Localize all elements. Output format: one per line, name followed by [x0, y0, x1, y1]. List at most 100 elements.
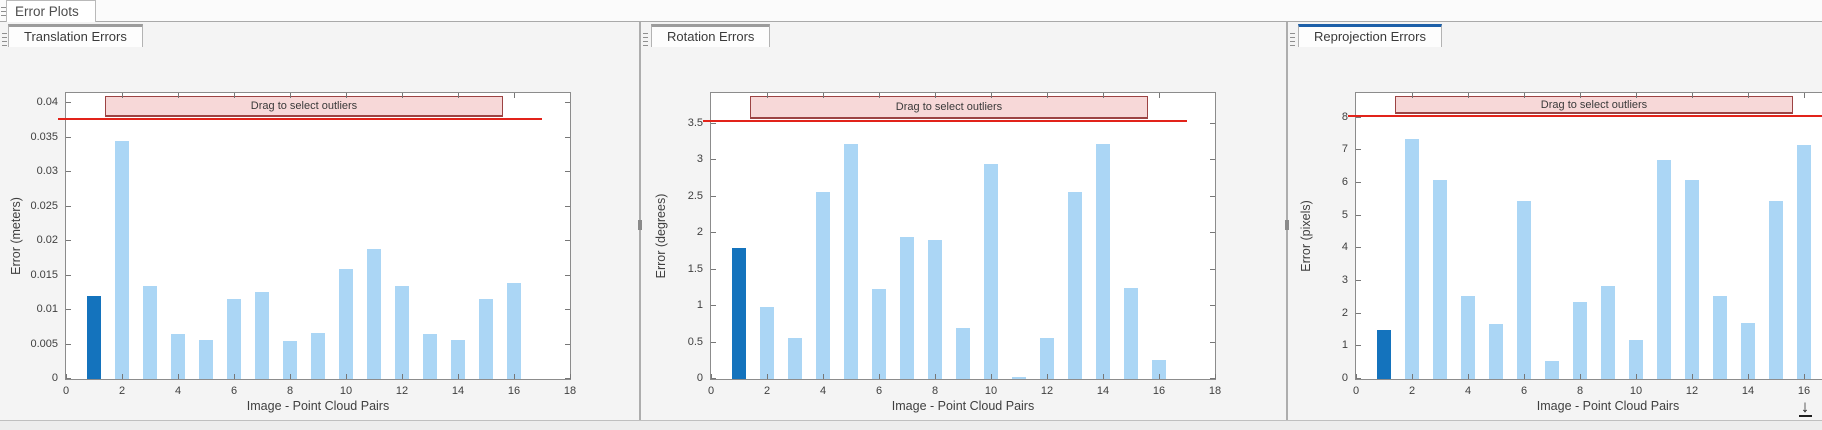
bar-pair-16[interactable] [507, 283, 521, 379]
x-tick-mark-top [514, 93, 515, 98]
outlier-threshold-line[interactable] [1348, 115, 1822, 117]
panel-grip-icon[interactable] [1, 30, 8, 46]
x-tick-mark-top [1804, 93, 1805, 98]
bar-pair-9[interactable] [1601, 286, 1615, 379]
y-tick-mark-right [1210, 378, 1215, 379]
y-tick-mark [66, 206, 71, 207]
bar-pair-13[interactable] [1713, 296, 1727, 379]
bar-pair-8[interactable] [1573, 302, 1587, 379]
outlier-threshold-line[interactable] [703, 120, 1187, 122]
x-tick-mark-top [458, 93, 459, 98]
selected-bar-pair-1[interactable] [1377, 330, 1391, 379]
y-tick-mark [711, 342, 716, 343]
y-tick-label: 2 [696, 226, 703, 238]
bar-pair-8[interactable] [928, 240, 942, 379]
bar-pair-14[interactable] [451, 340, 465, 379]
bar-pair-2[interactable] [1405, 139, 1419, 379]
bar-pair-9[interactable] [311, 333, 325, 379]
drag-grip-icon[interactable] [0, 4, 7, 16]
x-tick-mark [1580, 374, 1581, 379]
bar-pair-6[interactable] [227, 299, 241, 379]
x-tick-mark-top [402, 93, 403, 98]
y-tick-mark-right [565, 171, 570, 172]
x-tick-label: 12 [1685, 385, 1699, 397]
x-tick-mark-top [1159, 93, 1160, 98]
bar-pair-3[interactable] [143, 286, 157, 379]
panel-divider[interactable] [638, 22, 642, 420]
export-download-icon[interactable]: ↓ [1792, 398, 1818, 421]
divider-grip[interactable] [1285, 220, 1289, 230]
y-tick-label: 6 [1341, 176, 1348, 188]
bar-pair-5[interactable] [199, 340, 213, 379]
bar-pair-15[interactable] [479, 299, 493, 379]
bar-pair-10[interactable] [984, 164, 998, 379]
y-tick-label: 0.005 [30, 338, 58, 350]
bar-pair-4[interactable] [816, 192, 830, 379]
selected-bar-pair-1[interactable] [732, 248, 746, 379]
bar-pair-2[interactable] [760, 307, 774, 379]
y-tick-mark [711, 123, 716, 124]
x-tick-mark-top [1468, 93, 1469, 98]
bar-pair-12[interactable] [1040, 338, 1054, 379]
figure-tab-rotation-errors[interactable]: Rotation Errors [651, 24, 771, 47]
bar-pair-10[interactable] [339, 269, 353, 379]
x-tick-mark [1159, 374, 1160, 379]
bar-pair-10[interactable] [1629, 340, 1643, 379]
bar-pair-13[interactable] [423, 334, 437, 379]
bar-pair-13[interactable] [1068, 192, 1082, 379]
outlier-drag-band[interactable]: Drag to select outliers [1395, 96, 1793, 114]
x-tick-label: 14 [1096, 385, 1110, 397]
panel-grip-icon[interactable] [642, 30, 649, 46]
x-tick-mark [290, 374, 291, 379]
bar-pair-11[interactable] [367, 249, 381, 379]
y-tick-mark-right [1210, 196, 1215, 197]
panel-grip-icon[interactable] [1289, 30, 1296, 46]
bar-pair-8[interactable] [283, 341, 297, 379]
outlier-threshold-line[interactable] [58, 118, 542, 120]
bar-pair-5[interactable] [1489, 324, 1503, 379]
bar-pair-7[interactable] [1545, 361, 1559, 379]
bar-pair-4[interactable] [1461, 296, 1475, 379]
bar-pair-7[interactable] [255, 292, 269, 379]
outlier-drag-band[interactable]: Drag to select outliers [105, 96, 503, 117]
x-tick-label: 12 [1040, 385, 1054, 397]
y-tick-label: 0 [1341, 372, 1348, 384]
x-tick-mark-top [767, 93, 768, 98]
y-tick-mark-right [565, 378, 570, 379]
bar-pair-5[interactable] [844, 144, 858, 379]
bar-pair-7[interactable] [900, 237, 914, 379]
bar-pair-3[interactable] [788, 338, 802, 379]
y-axis-label: Error (meters) [9, 197, 23, 275]
bar-pair-16[interactable] [1797, 145, 1811, 379]
x-tick-label: 14 [1741, 385, 1755, 397]
bar-pair-15[interactable] [1124, 288, 1138, 379]
divider-grip[interactable] [638, 220, 642, 230]
selected-bar-pair-1[interactable] [87, 296, 101, 379]
bar-pair-12[interactable] [1685, 180, 1699, 379]
y-tick-label: 5 [1341, 209, 1348, 221]
bar-pair-16[interactable] [1152, 360, 1166, 379]
outlier-drag-band[interactable]: Drag to select outliers [750, 96, 1148, 119]
panel-divider[interactable] [1285, 22, 1289, 420]
bar-pair-4[interactable] [171, 334, 185, 379]
bar-pair-3[interactable] [1433, 180, 1447, 379]
y-tick-mark [711, 269, 716, 270]
bar-pair-11[interactable] [1012, 377, 1026, 379]
bar-pair-9[interactable] [956, 328, 970, 379]
bar-pair-14[interactable] [1741, 323, 1755, 379]
bar-pair-6[interactable] [1517, 201, 1531, 379]
x-tick-label: 4 [174, 385, 182, 397]
bar-pair-14[interactable] [1096, 144, 1110, 379]
bar-pair-6[interactable] [872, 289, 886, 379]
figure-tab-reprojection-errors[interactable]: Reprojection Errors [1298, 24, 1442, 47]
bar-pair-15[interactable] [1769, 201, 1783, 379]
bar-pair-12[interactable] [395, 286, 409, 379]
bar-pair-11[interactable] [1657, 160, 1671, 379]
y-tick-mark-right [565, 137, 570, 138]
tab-error-plots[interactable]: Error Plots [6, 0, 96, 22]
x-tick-label: 10 [1629, 385, 1643, 397]
bar-pair-2[interactable] [115, 141, 129, 379]
figure-tab-translation-errors[interactable]: Translation Errors [8, 24, 143, 47]
y-tick-mark [66, 171, 71, 172]
